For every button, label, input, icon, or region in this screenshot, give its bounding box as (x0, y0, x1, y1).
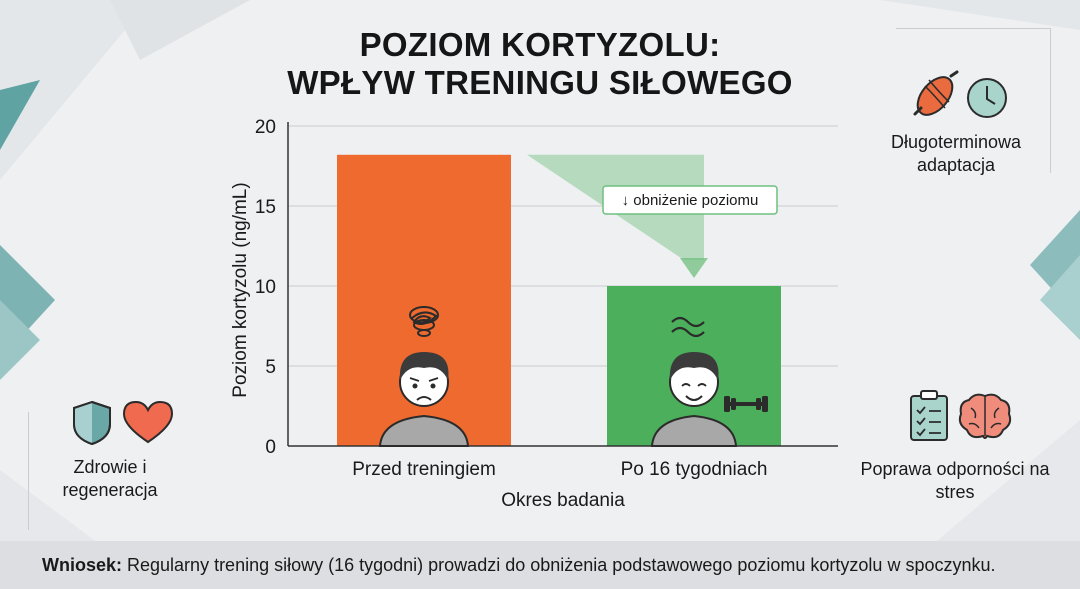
y-tick-labels: 0 5 10 15 20 (255, 117, 276, 458)
annotation-box (602, 185, 778, 215)
x-tick-labels: Przed treningiem Po 16 tygodniach (352, 459, 767, 480)
label-top-right: Długoterminowa adaptacja (890, 132, 1022, 175)
y-tick-label: 0 (265, 437, 276, 458)
reduction-arrow: ↓ obniżenie poziomu (527, 154, 778, 278)
label-bottom-left: Zdrowie i regeneracja (62, 457, 158, 500)
x-axis-label: Okres badania (501, 490, 625, 511)
conclusion-label: Wniosek: (42, 555, 123, 575)
conclusion-footer: Wniosek: Regularny trening siłowy (16 ty… (0, 541, 1080, 589)
top-right-frame (896, 28, 1051, 173)
y-tick-label: 20 (255, 117, 276, 138)
y-tick-label: 5 (265, 357, 276, 378)
bar-chart: 0 5 10 15 20 Przed treningiem Po 16 tygodniac… (230, 117, 838, 511)
bottom-left-frame (28, 412, 178, 530)
title-line-2: WPŁYW TRENINGU SIŁOWEGO (287, 64, 793, 101)
conclusion-text: Regularny trening siłowy (16 tygodni) pr… (122, 555, 996, 575)
y-axis-label: Poziom kortyzolu (ng/mL) (230, 182, 251, 397)
label-bottom-right: Poprawa odporności na stres (860, 459, 1050, 502)
y-tick-label: 15 (255, 197, 276, 218)
x-tick-label: Po 16 tygodniach (621, 459, 768, 480)
chart-title: POZIOM KORTYZOLU: WPŁYW TRENINGU SIŁOWEG… (0, 26, 1080, 102)
annotation-text: ↓ obniżenie poziomu (622, 192, 759, 209)
x-tick-label: Przed treningiem (352, 459, 496, 480)
y-tick-label: 10 (255, 277, 276, 298)
relaxed-person-icon (650, 316, 768, 447)
title-line-1: POZIOM KORTYZOLU: (359, 26, 721, 63)
dumbbell-icon (724, 396, 768, 412)
stressed-person-icon (378, 306, 470, 447)
